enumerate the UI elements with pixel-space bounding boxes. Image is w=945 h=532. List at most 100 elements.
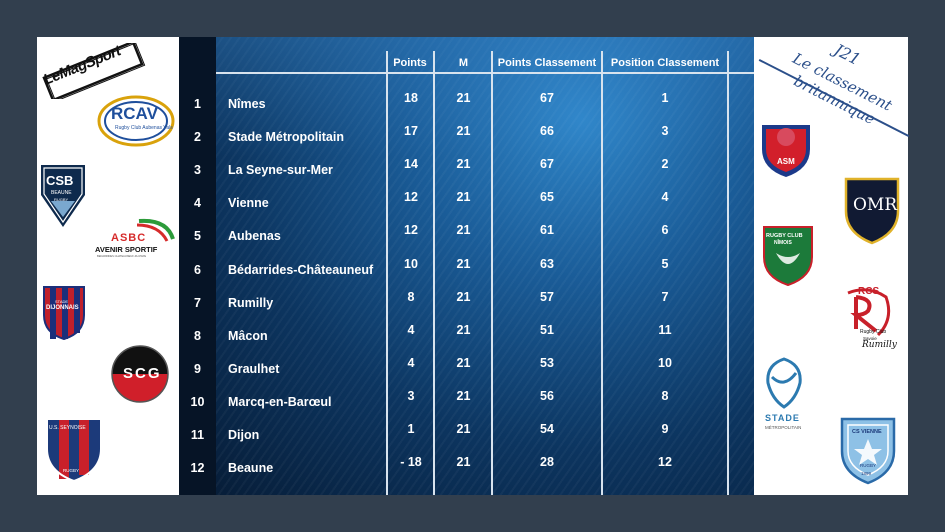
stade-dijonnais-logo xyxy=(43,286,85,341)
team-name-cell: Vienne xyxy=(228,196,269,211)
table-row: 11 Dijon 1 21 54 9 xyxy=(179,421,754,454)
lemagsport-logo xyxy=(42,43,146,99)
points-classement-cell: 56 xyxy=(540,388,554,403)
cs-vienne-logo-subtext-2: 1899 xyxy=(861,471,872,476)
csb-logo-text: CSB xyxy=(46,173,74,188)
rank-cell: 10 xyxy=(190,394,205,409)
position-classement-cell: 6 xyxy=(661,223,669,238)
m-cell: 21 xyxy=(456,322,471,337)
position-classement-cell: 7 xyxy=(661,289,669,304)
points-cell: 12 xyxy=(404,223,418,238)
rcav-logo-text: RCAV xyxy=(111,104,158,123)
infographic: LeMagSport RCAV Rugby Club Aubenas Vals … xyxy=(37,37,910,495)
points-classement-cell: 54 xyxy=(540,422,554,436)
table-row: 7 Rumilly 8 21 57 7 xyxy=(179,289,754,322)
rugby-club-nimois-logo xyxy=(763,226,813,287)
table-row: 6 Bédarrides-Châteauneuf 10 21 63 5 xyxy=(179,256,754,289)
us-seynoise-logo-text: U.S. SEYNOISE xyxy=(49,425,86,431)
m-cell: 21 xyxy=(456,355,471,370)
corner-title-line1: J21 xyxy=(831,39,864,70)
team-name-cell: Mâcon xyxy=(228,328,268,343)
rank-cell: 12 xyxy=(190,461,205,476)
points-classement-cell: 53 xyxy=(540,355,554,370)
points-classement-cell: 51 xyxy=(540,322,554,337)
position-classement-cell: 5 xyxy=(661,256,669,271)
points-classement-cell: 67 xyxy=(540,91,554,105)
asbc-logo xyxy=(136,218,175,242)
rank-column xyxy=(179,37,216,495)
csb-logo xyxy=(41,165,85,227)
asm-logo xyxy=(762,125,810,177)
m-cell: 21 xyxy=(456,422,471,436)
asm-logo-text: ASM xyxy=(777,157,795,166)
rank-cell: 7 xyxy=(194,295,201,310)
points-classement-cell: 57 xyxy=(540,289,554,304)
points-cell: 14 xyxy=(404,157,418,172)
table-row: 10 Marcq-en-Barœul 3 21 56 8 xyxy=(179,388,754,421)
m-cell: 21 xyxy=(456,91,471,105)
points-classement-cell: 28 xyxy=(540,455,554,470)
m-cell: 21 xyxy=(456,388,471,403)
points-classement-cell: 63 xyxy=(540,256,554,271)
omr-logo xyxy=(844,177,900,245)
position-classement-cell: 3 xyxy=(661,124,669,139)
rank-cell: 4 xyxy=(194,196,201,211)
right-logo-panel: J21 Le classement britannique ASM OMR RU… xyxy=(754,37,910,495)
team-name-cell: Aubenas xyxy=(228,229,281,244)
rcs-rumilly-logo-subtext-2: Savoie xyxy=(863,336,877,341)
us-seynoise-logo-subtext: RUGBY xyxy=(63,468,80,473)
scg-logo-text: SCG xyxy=(123,365,162,382)
points-classement-cell: 61 xyxy=(540,223,554,238)
table-row: 3 La Seyne-sur-Mer 14 21 67 2 xyxy=(179,156,754,189)
team-name-cell: Bédarrides-Châteauneuf xyxy=(228,262,374,277)
position-classement-cell: 10 xyxy=(658,355,672,370)
asbc-logo-subtext: AVENIR SPORTIF xyxy=(95,245,158,254)
points-cell: 3 xyxy=(407,388,415,403)
cs-vienne-logo-subtext: RUGBY xyxy=(860,463,877,468)
rank-cell: 9 xyxy=(194,361,201,376)
rank-cell: 2 xyxy=(194,130,201,145)
team-name-cell: Stade Métropolitain xyxy=(228,130,344,145)
stade-metropolitain-logo-text: STADE xyxy=(765,413,800,423)
csb-logo-subtext: BEAUNE xyxy=(51,190,72,196)
stade-dijonnais-logo-subtext: DIJONNAIS xyxy=(46,305,79,311)
table-row: 8 Mâcon 4 21 51 11 xyxy=(179,322,754,355)
asbc-logo-subtext-2: BEDARRIDES CHATEAUNEUF-DU-PAPE xyxy=(97,255,147,258)
m-cell: 21 xyxy=(456,157,471,172)
rank-cell: 5 xyxy=(194,229,201,244)
table-row: 5 Aubenas 12 21 61 6 xyxy=(179,222,754,255)
us-seynoise-logo xyxy=(46,418,102,483)
points-classement-cell: 66 xyxy=(540,124,554,139)
position-classement-cell: 1 xyxy=(661,91,669,105)
m-cell: 21 xyxy=(456,124,471,139)
rcs-rumilly-logo-subtext-3: Rumilly xyxy=(862,340,897,350)
rugby-club-nimois-logo-text: RUGBY CLUB xyxy=(766,233,803,239)
rcav-logo-subtext: Rugby Club Aubenas Vals xyxy=(115,125,173,131)
points-cell: - 18 xyxy=(400,455,422,470)
team-name-cell: Nîmes xyxy=(228,97,266,111)
team-name-cell: Beaune xyxy=(228,461,274,476)
header-divider xyxy=(216,72,754,74)
table-row: 4 Vienne 12 21 65 4 xyxy=(179,189,754,222)
points-classement-cell: 65 xyxy=(540,190,554,205)
m-cell: 21 xyxy=(456,289,471,304)
csb-logo-subtext-2: RUGBY xyxy=(54,197,69,202)
points-cell: 4 xyxy=(407,322,415,337)
m-cell: 21 xyxy=(456,190,471,205)
points-classement-cell: 67 xyxy=(540,157,554,172)
stade-dijonnais-logo-text: STADE xyxy=(55,299,69,304)
table-row: 9 Graulhet 4 21 53 10 xyxy=(179,355,754,388)
table-row: 2 Stade Métropolitain 17 21 66 3 xyxy=(179,123,754,156)
rcs-rumilly-logo-text: RCS xyxy=(858,286,880,297)
rank-cell: 1 xyxy=(194,97,201,111)
points-cell: 17 xyxy=(404,124,418,139)
points-cell: 4 xyxy=(407,355,415,370)
position-classement-cell: 2 xyxy=(661,157,669,172)
cs-vienne-logo xyxy=(840,417,896,485)
stade-metropolitain-logo-subtext: MÉTROPOLITAIN xyxy=(765,425,802,430)
asbc-logo-text: ASBC xyxy=(111,232,147,244)
team-name-cell: Graulhet xyxy=(228,361,280,376)
standings-table: Points M Points Classement Position Clas… xyxy=(179,37,754,495)
team-name-cell: Marcq-en-Barœul xyxy=(228,394,332,409)
position-classement-cell: 12 xyxy=(658,455,672,470)
